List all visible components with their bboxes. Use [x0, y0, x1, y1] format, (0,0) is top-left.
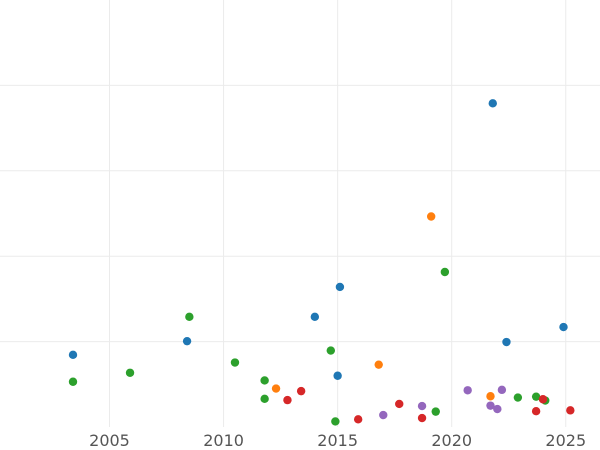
data-point: [335, 282, 345, 292]
x-tick-label: 2010: [203, 431, 244, 450]
vertical-gridlines: [109, 0, 567, 427]
data-point: [417, 401, 427, 411]
x-tick-label: 2015: [317, 431, 358, 450]
data-point: [395, 399, 404, 409]
data-point: [271, 384, 281, 393]
data-point: [497, 385, 507, 395]
x-axis-tick-labels: 2005 2010 2015 2020 2025: [89, 431, 586, 450]
data-point: [326, 346, 335, 355]
data-point: [68, 350, 78, 360]
data-point: [185, 312, 194, 322]
data-point: [486, 401, 495, 410]
data-point: [463, 386, 472, 395]
data-point: [559, 322, 568, 332]
data-point: [353, 415, 363, 424]
data-point: [379, 410, 388, 420]
data-point: [230, 358, 240, 367]
data-point: [417, 413, 427, 423]
data-point: [531, 392, 541, 401]
data-point: [431, 407, 440, 416]
data-point: [502, 337, 511, 347]
horizontal-gridlines: [0, 84, 600, 343]
data-point: [440, 267, 450, 277]
data-point: [260, 394, 269, 404]
data-point: [538, 395, 548, 404]
data-point: [374, 360, 383, 369]
data-point: [125, 368, 135, 377]
data-point: [310, 312, 320, 322]
data-point: [283, 395, 292, 405]
data-point: [260, 376, 269, 385]
data-point: [531, 407, 541, 416]
data-point: [486, 392, 495, 401]
x-tick-label: 2005: [89, 431, 130, 450]
data-point: [493, 404, 502, 414]
x-tick-label: 2020: [431, 431, 472, 450]
data-point: [566, 406, 575, 415]
data-point: [296, 386, 306, 396]
data-point: [426, 212, 436, 221]
data-point: [331, 417, 340, 426]
data-point: [333, 371, 342, 380]
data-point: [182, 336, 192, 346]
data-point: [68, 377, 78, 386]
data-point: [488, 99, 497, 108]
data-point: [513, 393, 523, 402]
data-points: [68, 99, 575, 426]
x-tick-label: 2025: [545, 431, 586, 450]
